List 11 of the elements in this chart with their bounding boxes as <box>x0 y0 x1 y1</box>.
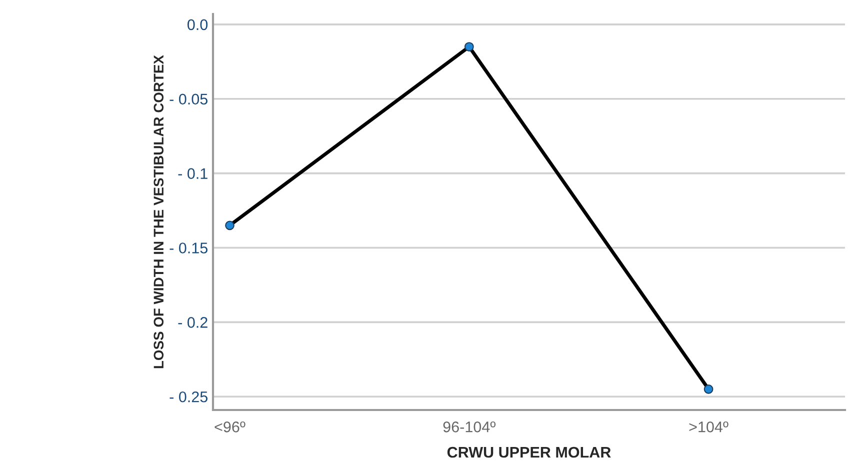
y-tick-label: - 0.05 <box>170 94 208 105</box>
y-axis-title: LOSS OF WIDTH IN THE VESTIBULAR CORTEX <box>154 55 164 368</box>
y-tick-label: - 0.2 <box>178 317 208 328</box>
y-tick-label: - 0.25 <box>170 391 208 402</box>
x-tick-label: <96º <box>214 422 246 432</box>
y-tick-label: - 0.1 <box>178 168 208 179</box>
y-tick-label: 0.0 <box>188 19 208 30</box>
y-tick-label: - 0.15 <box>170 242 208 254</box>
x-tick-label: 96-104º <box>443 422 496 432</box>
x-tick-label: >104º <box>689 422 728 432</box>
x-axis-title: CRWU UPPER MOLAR <box>447 446 611 458</box>
